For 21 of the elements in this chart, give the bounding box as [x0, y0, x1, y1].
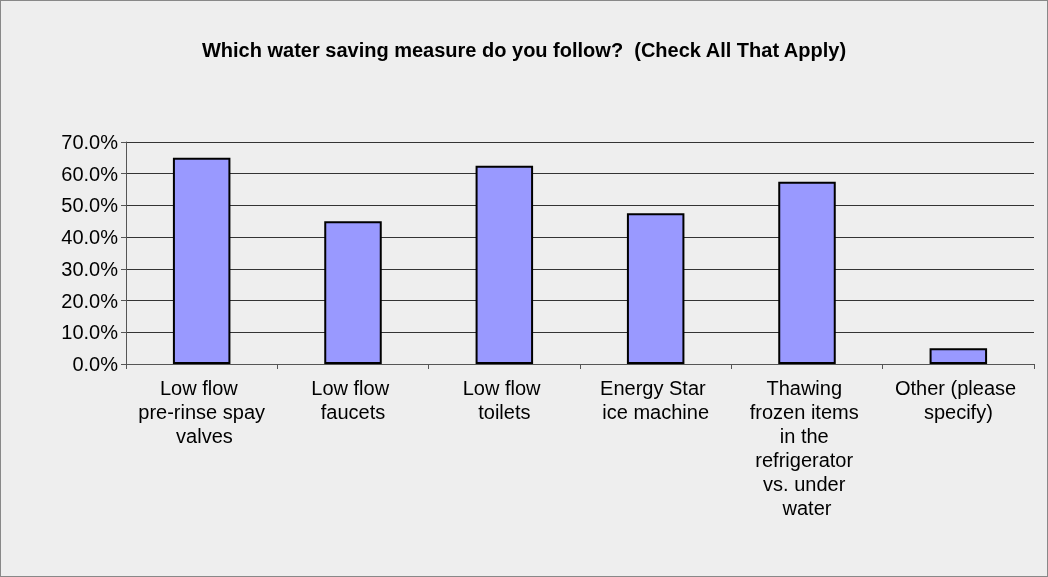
- y-tick-label: 70.0%: [61, 131, 119, 153]
- x-tick-label: Other (please specify): [894, 377, 1022, 423]
- bar: [324, 221, 382, 364]
- y-tick-label: 30.0%: [61, 257, 119, 280]
- bar: [475, 165, 534, 364]
- chart-title: Which water saving measure do you follow? (Check All That Apply): [201, 39, 847, 61]
- y-tick-label: 60.0%: [61, 162, 119, 185]
- bar: [778, 181, 836, 364]
- y-tick-label: 20.0%: [61, 289, 119, 312]
- bar: [172, 157, 231, 364]
- y-tick-label: 10.0%: [61, 321, 119, 344]
- x-tick-label: Low flow toilets: [462, 377, 547, 423]
- x-tick-label: Low flow faucets: [311, 377, 395, 423]
- bar: [626, 213, 685, 364]
- y-tick-label: 50.0%: [61, 194, 119, 217]
- bar: [929, 348, 988, 364]
- x-tick-label: Thawing frozen items in the refrigerator vs. under water: [749, 377, 865, 519]
- y-tick-label: 40.0%: [61, 226, 119, 249]
- y-tick-label: 0.0%: [72, 353, 119, 375]
- x-tick-label: Low flow pre-rinse spay valves: [138, 377, 266, 447]
- x-tick-label: Energy Star ice machine: [600, 377, 712, 423]
